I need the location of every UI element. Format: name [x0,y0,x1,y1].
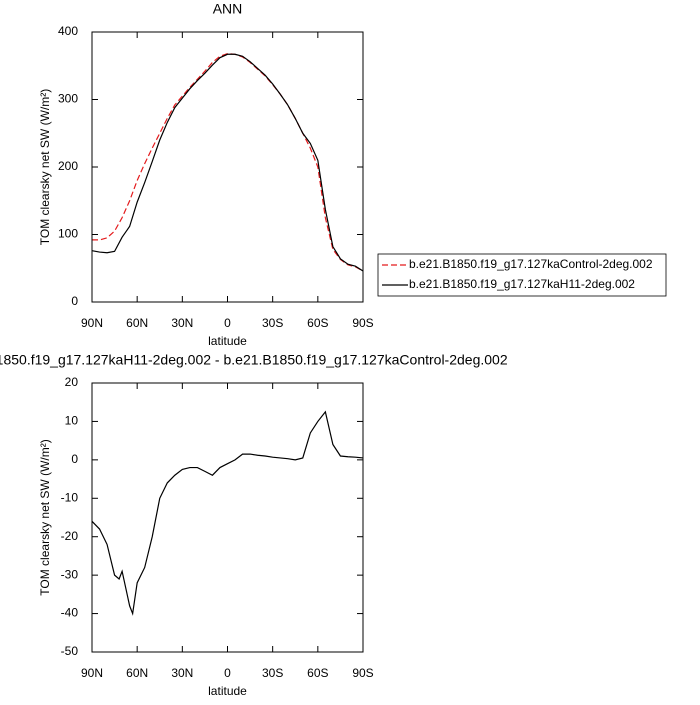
plot-frame [91,382,364,653]
x-tick-label: 0 [224,666,231,680]
y-tick-label: 0 [71,452,78,466]
chart-title: b.e21.B1850.f19_g17.127kaH11-2deg.002 - … [0,352,508,368]
legend-label: b.e21.B1850.f19_g17.127kaH11-2deg.002 [409,277,635,291]
x-tick-label: 60S [307,666,328,680]
y-tick-label: 0 [71,294,78,308]
legend-label: b.e21.B1850.f19_g17.127kaControl-2deg.00… [409,257,653,271]
x-tick-label: 90N [81,316,103,330]
x-tick-label: 90S [352,666,373,680]
x-axis-label: latitude [208,684,247,698]
x-tick-label: 90S [352,316,373,330]
y-tick-label: -40 [61,606,79,620]
x-tick-label: 60S [307,316,328,330]
plot-frame [91,31,364,303]
y-tick-label: -30 [61,567,79,581]
x-tick-label: 30S [262,316,283,330]
data-line [92,52,364,272]
y-tick-label: -50 [61,644,79,658]
x-tick-label: 60N [126,316,148,330]
y-tick-label: -10 [61,490,79,504]
x-tick-label: 90N [81,666,103,680]
y-tick-label: 400 [58,24,78,38]
x-tick-label: 0 [224,316,231,330]
y-tick-label: 100 [58,227,78,241]
chart-title: ANN [213,1,243,17]
y-tick-label: 200 [58,159,78,173]
y-axis-label: TOM clearsky net SW (W/m²) [38,89,52,245]
data-line [91,410,364,616]
y-tick-label: 20 [65,375,79,389]
y-tick-label: 300 [58,92,78,106]
x-tick-label: 30S [262,666,283,680]
x-tick-label: 30N [171,316,193,330]
y-tick-label: 10 [65,414,79,428]
y-tick-label: -20 [61,529,79,543]
data-line [91,53,364,272]
x-tick-label: 60N [126,666,148,680]
x-tick-label: 30N [171,666,193,680]
y-axis-label: TOM clearsky net SW (W/m²) [38,439,52,595]
x-axis-label: latitude [208,334,247,348]
legend-box [377,253,667,297]
